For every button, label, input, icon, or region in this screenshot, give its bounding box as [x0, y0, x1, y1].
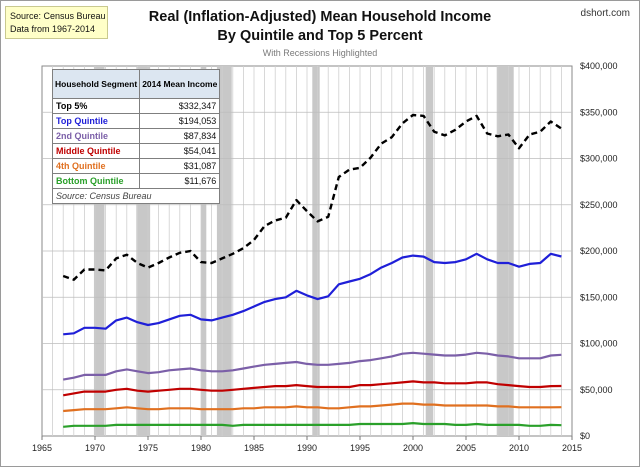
legend-segment-label: 2nd Quintile	[51, 128, 141, 144]
series-line	[62, 113, 563, 281]
data-range-line: Data from 1967-2014	[10, 24, 96, 34]
y-tick-label: $300,000	[580, 154, 618, 164]
chart-subtitle: With Recessions Highlighted	[262, 48, 378, 58]
x-tick-label: 1995	[350, 443, 370, 453]
source-box: Source: Census Bureau Data from 1967-201…	[5, 6, 108, 39]
legend-segment-value: $194,053	[139, 113, 221, 129]
y-tick-label: $100,000	[580, 339, 618, 349]
legend-row: Bottom Quintile $11,676	[51, 173, 221, 189]
chart-title-line1: Real (Inflation-Adjusted) Mean Household…	[148, 9, 492, 25]
y-tick-label: $0	[580, 431, 590, 441]
legend-segment-value: $11,676	[139, 173, 221, 189]
y-tick-label: $400,000	[580, 61, 618, 71]
x-tick-label: 2010	[509, 443, 529, 453]
series-line	[63, 422, 562, 428]
x-tick-label: 2000	[403, 443, 423, 453]
legend-header-row: Household Segment 2014 Mean Income	[51, 69, 221, 99]
legend-note-row: Source: Census Bureau	[51, 188, 221, 204]
series-line	[63, 252, 562, 336]
legend-segment-value: $87,834	[139, 128, 221, 144]
legend-segment-value: $332,347	[139, 98, 221, 114]
y-tick-label: $150,000	[580, 292, 618, 302]
legend-row: Middle Quintile $54,041	[51, 143, 221, 159]
legend-source-note: Source: Census Bureau	[51, 188, 221, 204]
legend-header-segment: Household Segment	[51, 69, 141, 99]
x-tick-label: 1970	[85, 443, 105, 453]
series-line	[63, 351, 562, 381]
x-tick-label: 1985	[244, 443, 264, 453]
legend-header-value: 2014 Mean Income	[139, 69, 221, 99]
legend-segment-value: $31,087	[139, 158, 221, 174]
legend-segment-value: $54,041	[139, 143, 221, 159]
legend-row: Top 5% $332,347	[51, 98, 221, 114]
x-tick-label: 1980	[191, 443, 211, 453]
legend-row: 4th Quintile $31,087	[51, 158, 221, 174]
legend-segment-label: 4th Quintile	[51, 158, 141, 174]
legend-segment-label: Top Quintile	[51, 113, 141, 129]
legend-row: Top Quintile $194,053	[51, 113, 221, 129]
series-line	[63, 380, 562, 397]
legend-segment-label: Middle Quintile	[51, 143, 141, 159]
x-tick-label: 1965	[32, 443, 52, 453]
y-tick-label: $350,000	[580, 107, 618, 117]
legend-table: Household Segment 2014 Mean Income Top 5…	[51, 69, 221, 204]
brand-label: dshort.com	[580, 8, 630, 19]
y-tick-label: $200,000	[580, 246, 618, 256]
y-tick-label: $250,000	[580, 200, 618, 210]
legend-body: Top 5% $332,347 Top Quintile $194,053 2nd Qu…	[51, 98, 221, 204]
y-tick-label: $50,000	[580, 385, 613, 395]
legend-segment-label: Top 5%	[51, 98, 141, 114]
chart-title-line2: By Quintile and Top 5 Percent	[217, 28, 423, 44]
x-tick-label: 2005	[456, 443, 476, 453]
series-line	[63, 402, 562, 413]
x-tick-label: 1990	[297, 443, 317, 453]
x-tick-label: 2015	[562, 443, 582, 453]
source-line: Source: Census Bureau	[10, 11, 106, 21]
legend-row: 2nd Quintile $87,834	[51, 128, 221, 144]
legend-segment-label: Bottom Quintile	[51, 173, 141, 189]
chart-title: Real (Inflation-Adjusted) Mean Household…	[108, 8, 532, 46]
x-tick-label: 1975	[138, 443, 158, 453]
